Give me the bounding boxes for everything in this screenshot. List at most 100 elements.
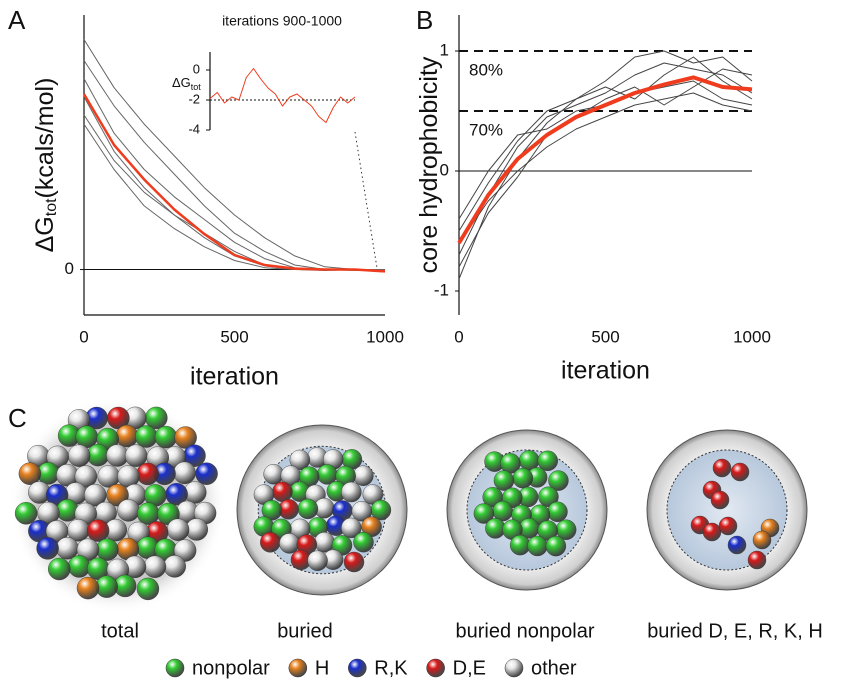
residue-ball <box>547 501 568 522</box>
residue-ball <box>279 533 300 554</box>
series-line <box>458 50 753 280</box>
series-line <box>457 75 753 245</box>
residue-ball <box>84 483 107 507</box>
legend-swatch <box>288 658 308 678</box>
residue-ball <box>353 531 374 553</box>
caption: total <box>101 620 139 642</box>
residue-ball <box>727 535 747 555</box>
series-line <box>458 56 753 232</box>
residue-ball <box>730 462 750 482</box>
residue-ball <box>261 500 283 521</box>
legend-label: other <box>531 657 577 679</box>
residue-ball <box>538 486 559 507</box>
series-line <box>209 68 356 123</box>
residue-ball <box>56 537 79 560</box>
residue-ball <box>289 449 311 471</box>
series-line <box>458 80 753 220</box>
residue-ball <box>351 501 373 522</box>
residue-ball <box>260 532 281 553</box>
legend-swatch <box>504 658 524 678</box>
residue-ball <box>297 498 319 520</box>
series-line <box>83 60 386 271</box>
residue-ball <box>307 550 328 571</box>
y-tick-label: 0 <box>193 61 200 76</box>
series-line <box>458 62 753 256</box>
x-tick-label: 0 <box>454 327 463 346</box>
residue-ball <box>343 551 365 573</box>
residue-ball <box>473 503 495 524</box>
x-axis-title: iteration <box>561 357 650 385</box>
caption: buried D, E, R, K, H <box>647 620 823 642</box>
inset-connector <box>354 131 378 269</box>
y-tick-label: 1 <box>440 40 449 59</box>
residue-ball <box>117 499 140 522</box>
residue-ball <box>37 501 60 525</box>
residue-ball <box>272 481 293 502</box>
residue-ball <box>48 557 71 581</box>
panel-label: C <box>8 403 27 433</box>
residue-ball <box>718 516 738 536</box>
residue-ball <box>143 555 167 578</box>
residue-ball <box>124 444 148 467</box>
legend-swatch <box>348 658 367 678</box>
series-line <box>83 39 386 272</box>
x-tick-label: 1000 <box>366 327 404 346</box>
residue-ball <box>136 462 159 486</box>
residue-ball <box>74 465 98 488</box>
residue-ball <box>702 522 722 542</box>
residue-ball <box>298 466 320 487</box>
residue-ball <box>18 462 42 485</box>
legend-swatch <box>165 658 185 678</box>
x-tick-label: 1000 <box>733 327 771 346</box>
y-title-main: ΔG <box>172 75 191 90</box>
x-tick-label: 500 <box>220 327 248 346</box>
residue-ball <box>173 539 197 562</box>
y-axis-title: ΔGtot <box>172 75 201 92</box>
y-title-sub: tot <box>43 198 60 216</box>
panel-label: A <box>8 5 26 35</box>
residue-ball <box>115 424 139 448</box>
residue-ball <box>353 465 374 486</box>
y-tick-label: -2 <box>188 91 200 106</box>
residue-ball <box>195 462 218 485</box>
legend-label: H <box>315 657 329 679</box>
residue-ball <box>135 425 158 448</box>
y-title-sub: tot <box>191 82 202 92</box>
y-tick-label: -1 <box>434 280 449 299</box>
y-axis-title: core hydrophobicity <box>415 56 443 273</box>
y-tick-label: 0 <box>440 160 449 179</box>
y-title-unit: (kcals/mol) <box>31 78 59 199</box>
series-line <box>458 92 753 244</box>
residue-ball <box>493 470 515 491</box>
residue-ball <box>163 555 186 578</box>
residue-ball <box>166 518 190 541</box>
residue-ball <box>36 537 59 560</box>
caption: buried nonpolar <box>456 620 595 642</box>
residue-ball <box>752 530 772 550</box>
legend-label: R,K <box>374 657 408 679</box>
residue-ball <box>75 425 98 448</box>
reference-label: 70% <box>469 120 503 139</box>
y-tick-label: 0 <box>65 259 74 278</box>
series-line <box>82 93 386 273</box>
residue-ball <box>509 534 531 556</box>
x-axis-title: iteration <box>190 363 279 391</box>
residue-ball <box>263 464 284 485</box>
residue-ball <box>154 425 178 449</box>
reference-label: 80% <box>469 60 503 79</box>
residue-ball <box>537 450 558 471</box>
panel-label: B <box>416 5 433 35</box>
residue-ball <box>96 538 119 561</box>
residue-ball <box>548 470 569 491</box>
residue-ball <box>341 481 362 503</box>
residue-ball <box>14 502 38 525</box>
series-line <box>83 96 386 272</box>
residue-ball <box>314 532 335 553</box>
series-line <box>83 114 385 271</box>
residue-ball <box>545 535 567 557</box>
residue-ball <box>710 490 730 510</box>
series-line <box>83 123 385 270</box>
residue-ball <box>712 458 732 478</box>
residue-ball <box>527 535 548 557</box>
